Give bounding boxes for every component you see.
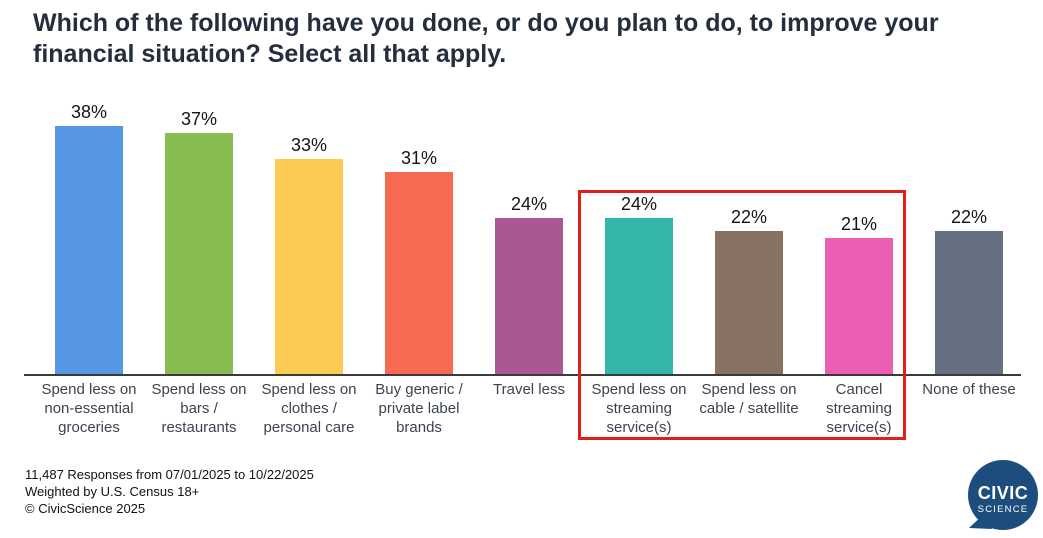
category-label: Spend less on non-essential groceries bbox=[41, 381, 137, 436]
bar-group: 24% bbox=[474, 95, 584, 375]
bar-group: 22% bbox=[694, 95, 804, 375]
bar-cancel-streaming bbox=[825, 237, 893, 375]
bar-plot-area: 38% 37% 33% 31% 24% 24% 22% 21% bbox=[34, 95, 1024, 375]
bar-groceries bbox=[55, 126, 123, 375]
bar-value-label: 22% bbox=[730, 206, 768, 227]
chart-title: Which of the following have you done, or… bbox=[33, 9, 939, 68]
civicscience-logo-bubble-icon: CIVIC SCIENCE bbox=[968, 460, 1038, 530]
category-label: Buy generic / private label brands bbox=[375, 381, 463, 436]
category-label: None of these bbox=[922, 381, 1016, 398]
bar-group: 22% bbox=[914, 95, 1024, 375]
bar-group: 33% bbox=[254, 95, 364, 375]
bar-value-label: 24% bbox=[620, 193, 658, 214]
category-label: Cancel streaming service(s) bbox=[826, 381, 892, 436]
bar-value-label: 21% bbox=[840, 213, 878, 234]
bar-generic-brands bbox=[385, 172, 453, 375]
logo-bubble-circle bbox=[968, 460, 1038, 530]
category-label: Travel less bbox=[493, 381, 565, 398]
bar-none-of-these bbox=[935, 230, 1003, 375]
bar-group: 37% bbox=[144, 95, 254, 375]
bar-group: 21% bbox=[804, 95, 914, 375]
logo-text-science: SCIENCE bbox=[978, 504, 1029, 515]
civicscience-logo: CIVIC SCIENCE bbox=[962, 456, 1042, 538]
bar-travel-less bbox=[495, 217, 563, 375]
bar-cable-satellite bbox=[715, 230, 783, 375]
bar-value-label: 37% bbox=[180, 108, 218, 129]
copyright-line: © CivicScience 2025 bbox=[25, 501, 146, 516]
x-axis-line bbox=[24, 374, 1021, 376]
bar-streaming-less bbox=[605, 217, 673, 375]
bar-group: 31% bbox=[364, 95, 474, 375]
weighting-line: Weighted by U.S. Census 18+ bbox=[25, 484, 200, 499]
bar-clothes bbox=[275, 158, 343, 375]
bar-group: 24% bbox=[584, 95, 694, 375]
bar-value-label: 24% bbox=[510, 193, 548, 214]
bar-value-label: 38% bbox=[70, 102, 108, 123]
category-label: Spend less on streaming service(s) bbox=[591, 381, 687, 436]
category-labels-row: Spend less on non-essential groceries Sp… bbox=[34, 380, 1024, 437]
category-label: Spend less on clothes / personal care bbox=[261, 381, 357, 436]
bar-value-label: 31% bbox=[400, 148, 438, 168]
category-label: Spend less on cable / satellite bbox=[699, 381, 799, 417]
bar-bars-restaurants bbox=[165, 132, 233, 375]
bar-value-label: 22% bbox=[950, 206, 988, 227]
bar-value-label: 33% bbox=[290, 134, 328, 155]
logo-text-civic: CIVIC bbox=[978, 483, 1029, 503]
category-label: Spend less on bars / restaurants bbox=[151, 381, 247, 436]
responses-line: 11,487 Responses from 07/01/2025 to 10/2… bbox=[25, 467, 314, 482]
bar-group: 38% bbox=[34, 95, 144, 375]
chart-footnote: 11,487 Responses from 07/01/2025 to 10/2… bbox=[25, 466, 314, 517]
